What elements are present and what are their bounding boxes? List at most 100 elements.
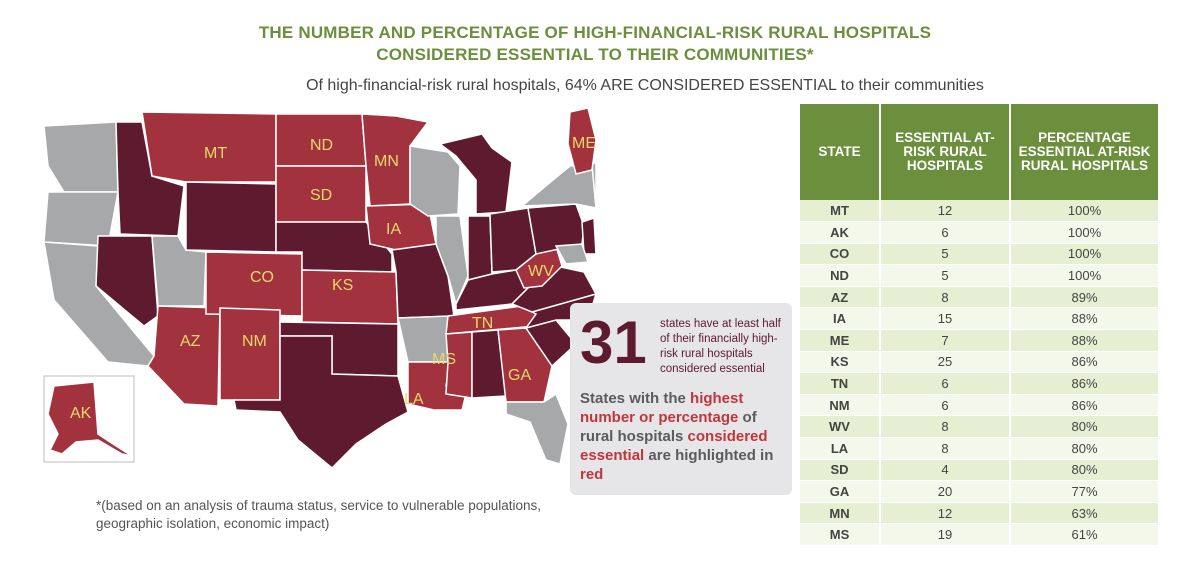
map-label-ak: AK <box>70 405 92 422</box>
table-cell-percentage: 80% <box>1010 459 1158 482</box>
callout-msg-part3: are highlighted in <box>644 447 774 464</box>
state-tx <box>233 335 409 470</box>
map-label-ia: IA <box>386 221 401 238</box>
table-row: NM 6 86% <box>800 394 1158 417</box>
table-header-row: STATE ESSENTIAL AT-RISK RURAL HOSPITALS … <box>800 104 1158 200</box>
table-row: AK 6 100% <box>800 221 1158 244</box>
table-cell-percentage: 61% <box>1010 523 1158 546</box>
callout-message: States with the highest number or percen… <box>580 389 785 484</box>
table-row: KS 25 86% <box>800 351 1158 374</box>
table-row: ND 5 100% <box>800 264 1158 287</box>
table-row: WV 8 80% <box>800 415 1158 439</box>
table-cell-state: ME <box>800 329 881 352</box>
table-cell-count: 20 <box>880 480 1011 503</box>
callout-msg-red3: red <box>580 466 604 483</box>
callout-msg-part2: of rural hospitals <box>580 409 757 445</box>
table-cell-percentage: 86% <box>1010 372 1158 395</box>
state-mt <box>141 111 277 183</box>
table-cell-count: 25 <box>880 351 1011 374</box>
table-cell-state: IA <box>800 307 881 331</box>
table-cell-percentage: 86% <box>1010 394 1158 417</box>
callout-msg-red1: highest number or percentage <box>580 390 744 426</box>
table-cell-count: 6 <box>880 372 1011 395</box>
table-cell-count: 8 <box>880 286 1011 309</box>
table-cell-count: 5 <box>880 243 1011 266</box>
table-cell-count: 15 <box>880 307 1011 331</box>
map-label-mn: MN <box>374 153 399 170</box>
table-row: IA 15 88% <box>800 307 1158 331</box>
table-cell-percentage: 86% <box>1010 351 1158 374</box>
table-cell-state: GA <box>800 480 881 503</box>
column-header-percentage: PERCENTAGE ESSENTIAL AT-RISK RURAL HOSPI… <box>1010 104 1158 200</box>
table-cell-count: 8 <box>880 415 1011 439</box>
map-label-mt: MT <box>204 145 227 162</box>
map-label-wv: WV <box>528 263 554 280</box>
table-row: MN 12 63% <box>800 502 1158 525</box>
table-cell-percentage: 89% <box>1010 286 1158 309</box>
state-nj <box>581 216 596 255</box>
map-label-la: LA <box>404 391 424 408</box>
table-cell-percentage: 88% <box>1010 329 1158 352</box>
state-az <box>147 305 221 407</box>
state-ak <box>47 381 133 457</box>
table-cell-state: AZ <box>800 286 881 309</box>
table-cell-percentage: 63% <box>1010 502 1158 525</box>
table-cell-state: WV <box>800 415 881 439</box>
table-row: CO 5 100% <box>800 243 1158 266</box>
callout-big-text: states have at least half of their finan… <box>660 318 781 375</box>
callout-msg-red2: considered essential <box>580 428 768 464</box>
table-cell-percentage: 100% <box>1010 243 1158 266</box>
table-cell-state: MN <box>800 502 881 525</box>
map-label-tn: TN <box>472 315 493 332</box>
state-nm <box>219 307 281 401</box>
data-table: STATE ESSENTIAL AT-RISK RURAL HOSPITALS … <box>800 104 1158 546</box>
map-label-me: ME <box>572 135 596 152</box>
callout-big-number: 31 <box>580 309 647 376</box>
table-row: SD 4 80% <box>800 459 1158 482</box>
table-body: MT 12 100% AK 6 100% CO 5 100% ND 5 100% AZ 8 89% IA 15 8… <box>800 200 1158 546</box>
table-cell-count: 8 <box>880 437 1011 460</box>
state-me <box>567 107 596 175</box>
table-cell-percentage: 80% <box>1010 415 1158 439</box>
table-cell-state: NM <box>800 394 881 417</box>
callout-box: 31 states have at least half of their fi… <box>570 303 792 495</box>
chart-subtitle: Of high-financial-risk rural hospitals, … <box>306 77 984 94</box>
callout-msg-part1: States with the <box>580 390 691 407</box>
state-md <box>554 243 590 265</box>
table-cell-percentage: 100% <box>1010 200 1158 223</box>
table-cell-percentage: 88% <box>1010 307 1158 331</box>
chart-title-line1: THE NUMBER AND PERCENTAGE OF HIGH-FINANC… <box>258 23 932 42</box>
table-cell-percentage: 77% <box>1010 480 1158 503</box>
table-cell-count: 12 <box>880 502 1011 525</box>
table-row: TN 6 86% <box>800 372 1158 395</box>
state-in <box>467 215 493 281</box>
table-row: LA 8 80% <box>800 437 1158 460</box>
us-map: MT ND MN SD ME IA CO KS WV TN AZ NM MS G… <box>43 107 596 470</box>
table-cell-state: CO <box>800 243 881 266</box>
state-id <box>115 121 185 237</box>
table-row: MT 12 100% <box>800 200 1158 223</box>
column-header-count: ESSENTIAL AT-RISK RURAL HOSPITALS <box>880 104 1011 200</box>
table-cell-state: KS <box>800 351 881 374</box>
table-cell-count: 7 <box>880 329 1011 352</box>
map-label-ms: MS <box>432 351 456 368</box>
table-cell-state: MS <box>800 523 881 546</box>
map-label-nm: NM <box>242 333 267 350</box>
state-ne-states <box>591 161 596 209</box>
table-row: AZ 8 89% <box>800 286 1158 309</box>
table-cell-state: MT <box>800 200 881 223</box>
chart-title-line2: CONSIDERED ESSENTIAL TO THEIR COMMUNITIE… <box>376 45 814 64</box>
state-nv <box>95 235 159 327</box>
map-label-co: CO <box>250 269 274 286</box>
state-wy <box>185 181 277 253</box>
map-label-sd: SD <box>310 187 332 204</box>
table-cell-state: AK <box>800 221 881 244</box>
table-cell-state: ND <box>800 264 881 287</box>
table-cell-percentage: 80% <box>1010 437 1158 460</box>
map-label-ga: GA <box>508 367 531 384</box>
state-ms <box>445 331 473 399</box>
table-cell-state: SD <box>800 459 881 482</box>
table-cell-count: 6 <box>880 394 1011 417</box>
table-cell-count: 4 <box>880 459 1011 482</box>
table-cell-percentage: 100% <box>1010 264 1158 287</box>
